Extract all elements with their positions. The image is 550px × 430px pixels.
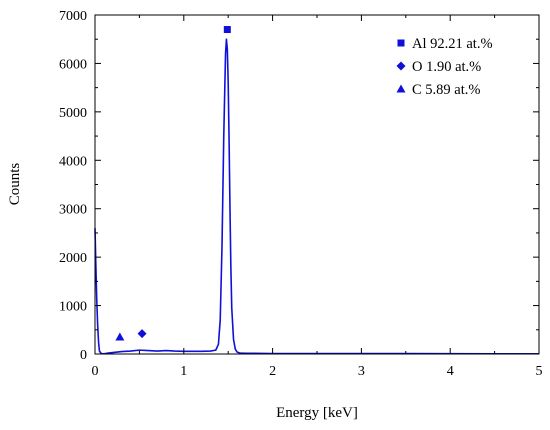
x-tick-label: 5	[536, 364, 543, 379]
y-tick-label: 6000	[59, 57, 87, 72]
peak-marker-diamond	[137, 329, 147, 339]
y-tick-label: 3000	[59, 203, 87, 218]
spectrum-line-0	[94, 38, 539, 355]
x-tick-label: 4	[447, 364, 454, 379]
x-tick-label: 0	[92, 364, 99, 379]
x-tick-label: 1	[180, 364, 187, 379]
x-tick-label: 2	[269, 364, 276, 379]
peak-marker-triangle	[115, 332, 125, 341]
y-tick-label: 0	[80, 348, 87, 363]
y-tick-label: 2000	[59, 251, 87, 266]
y-tick-label: 4000	[59, 154, 87, 169]
y-tick-label: 1000	[59, 300, 87, 315]
x-tick-label: 3	[358, 364, 365, 379]
legend-symbol-triangle	[396, 84, 406, 93]
peak-marker-square	[223, 26, 231, 34]
y-tick-label: 5000	[59, 106, 87, 121]
legend-symbol-diamond	[396, 61, 406, 71]
x-axis-title: Energy [keV]	[276, 405, 358, 421]
y-axis-title: Counts	[7, 163, 23, 206]
y-tick-label: 7000	[59, 9, 87, 24]
legend: Al 92.21 at.% O 1.90 at.% C 5.89 at.%	[396, 36, 493, 98]
legend-label: Al 92.21 at.%	[412, 36, 493, 52]
legend-label: C 5.89 at.%	[412, 82, 480, 98]
legend-label: O 1.90 at.%	[412, 59, 481, 75]
legend-symbol-square	[397, 39, 405, 47]
plot-layer	[94, 26, 539, 355]
ticks-layer: 0 1 2 3 4 5 0 1000 2000 3000 4000 5000 6000 7000	[59, 9, 543, 379]
